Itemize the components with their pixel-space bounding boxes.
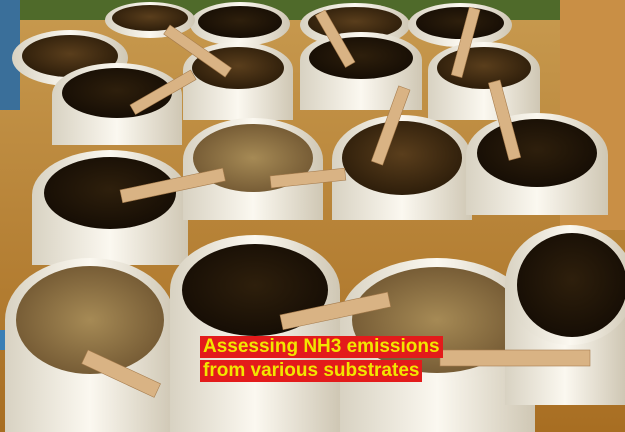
bucket-second-row — [52, 32, 540, 145]
caption: Assessing NH3 emissions from various sub… — [200, 336, 443, 382]
wooden-sticks — [81, 6, 591, 398]
blue-object — [0, 0, 20, 110]
caption-line-1: Assessing NH3 emissions — [200, 336, 443, 358]
bucket-third-row — [32, 113, 608, 265]
caption-line-2: from various substrates — [200, 360, 423, 382]
